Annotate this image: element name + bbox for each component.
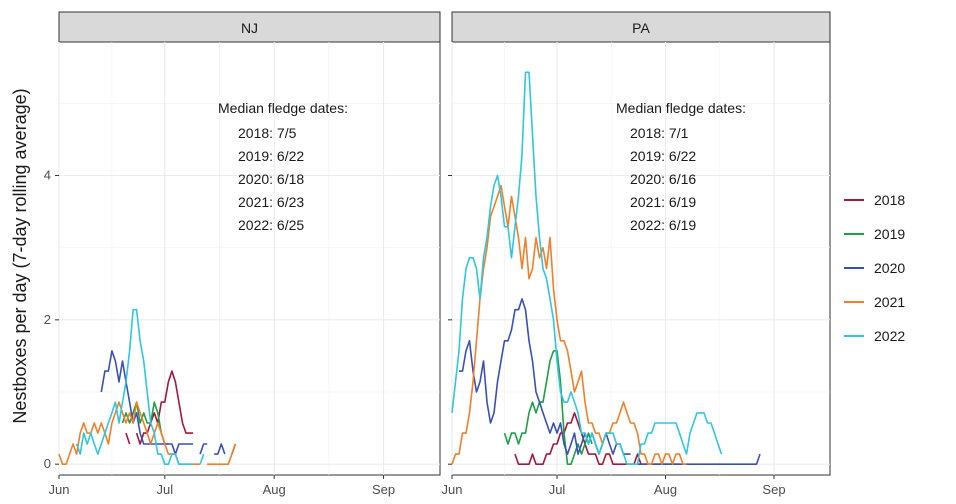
series-line-2019: [503, 350, 593, 465]
strip-nj: [58, 11, 441, 43]
panel-pa: PA Median fledge dates: 2018: 7/1 2019: …: [451, 11, 831, 476]
y-tick-label: 2: [44, 312, 51, 327]
x-tick-label: Sep: [762, 482, 785, 497]
legend-label-2021: 2021: [874, 294, 905, 310]
axes: Jun Jul Aug Sep 0 2 4 Jun Jul Aug Sep: [44, 168, 786, 497]
x-tick-label: Jun: [49, 482, 70, 497]
y-axis-title: Nestboxes per day (7-day rolling average…: [10, 88, 30, 423]
legend-label-2020: 2020: [874, 260, 905, 276]
series-line-2020: [100, 350, 194, 455]
legend-label-2018: 2018: [874, 192, 905, 208]
legend: 2018 2019 2020 2021 2022: [844, 192, 905, 344]
annotation-line: 2022: 6/19: [630, 217, 696, 233]
x-tick-label: Jul: [157, 482, 174, 497]
panel-nj: NJ Median fledge dates: 2018: 7/5 2019: …: [58, 11, 441, 476]
y-tick-label: 0: [44, 456, 51, 471]
annotation-line: 2018: 7/1: [630, 125, 689, 141]
series-line-2018: [125, 432, 131, 445]
x-tick-label: Aug: [654, 482, 677, 497]
series-line-2022: [75, 308, 194, 465]
series-line-2018: [135, 370, 194, 445]
x-tick-label: Jul: [549, 482, 566, 497]
legend-label-2019: 2019: [874, 226, 905, 242]
annotation-nj: Median fledge dates: 2018: 7/5 2019: 6/2…: [218, 100, 348, 233]
annotation-line: 2018: 7/5: [238, 125, 297, 141]
annotation-line: 2020: 6/16: [630, 171, 696, 187]
x-tick-label: Aug: [263, 482, 286, 497]
strip-label-pa: PA: [632, 20, 650, 36]
series-pa: [451, 71, 761, 465]
series-line-2021: [451, 184, 687, 465]
legend-label-2022: 2022: [874, 328, 905, 344]
annotation-title: Median fledge dates:: [616, 100, 746, 116]
x-tick-label: Jun: [442, 482, 463, 497]
annotation-line: 2021: 6/23: [238, 194, 304, 210]
annotation-pa: Median fledge dates: 2018: 7/1 2019: 6/2…: [616, 100, 746, 233]
annotation-line: 2019: 6/22: [238, 148, 304, 164]
series-line-2020: [199, 443, 208, 455]
grid-pa: [451, 42, 830, 475]
series-line-2021: [207, 443, 237, 465]
annotation-line: 2021: 6/19: [630, 194, 696, 210]
annotation-line: 2022: 6/25: [238, 217, 304, 233]
series-line-2020: [214, 443, 226, 455]
strip-label-nj: NJ: [241, 20, 258, 36]
series-line-2022: [199, 453, 205, 465]
grid-nj: [58, 42, 440, 475]
y-tick-label: 4: [44, 168, 51, 183]
annotation-line: 2020: 6/18: [238, 171, 304, 187]
series-line-2020: [637, 453, 761, 465]
plot-area-pa: [451, 41, 831, 476]
annotation-title: Median fledge dates:: [218, 100, 348, 116]
series-line-2022: [451, 71, 723, 465]
series-nj: [58, 308, 237, 465]
x-tick-label: Sep: [372, 482, 395, 497]
annotation-line: 2019: 6/22: [630, 148, 696, 164]
